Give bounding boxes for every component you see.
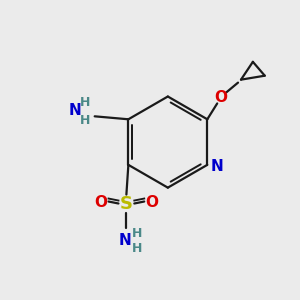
- Text: O: O: [215, 90, 228, 105]
- Text: O: O: [94, 195, 107, 210]
- Text: S: S: [120, 196, 133, 214]
- Text: H: H: [80, 96, 90, 109]
- Text: H: H: [132, 242, 142, 255]
- Text: N: N: [68, 103, 81, 118]
- Text: O: O: [146, 195, 159, 210]
- Text: N: N: [211, 159, 224, 174]
- Text: N: N: [119, 233, 132, 248]
- Text: H: H: [132, 227, 142, 240]
- Text: H: H: [80, 114, 90, 127]
